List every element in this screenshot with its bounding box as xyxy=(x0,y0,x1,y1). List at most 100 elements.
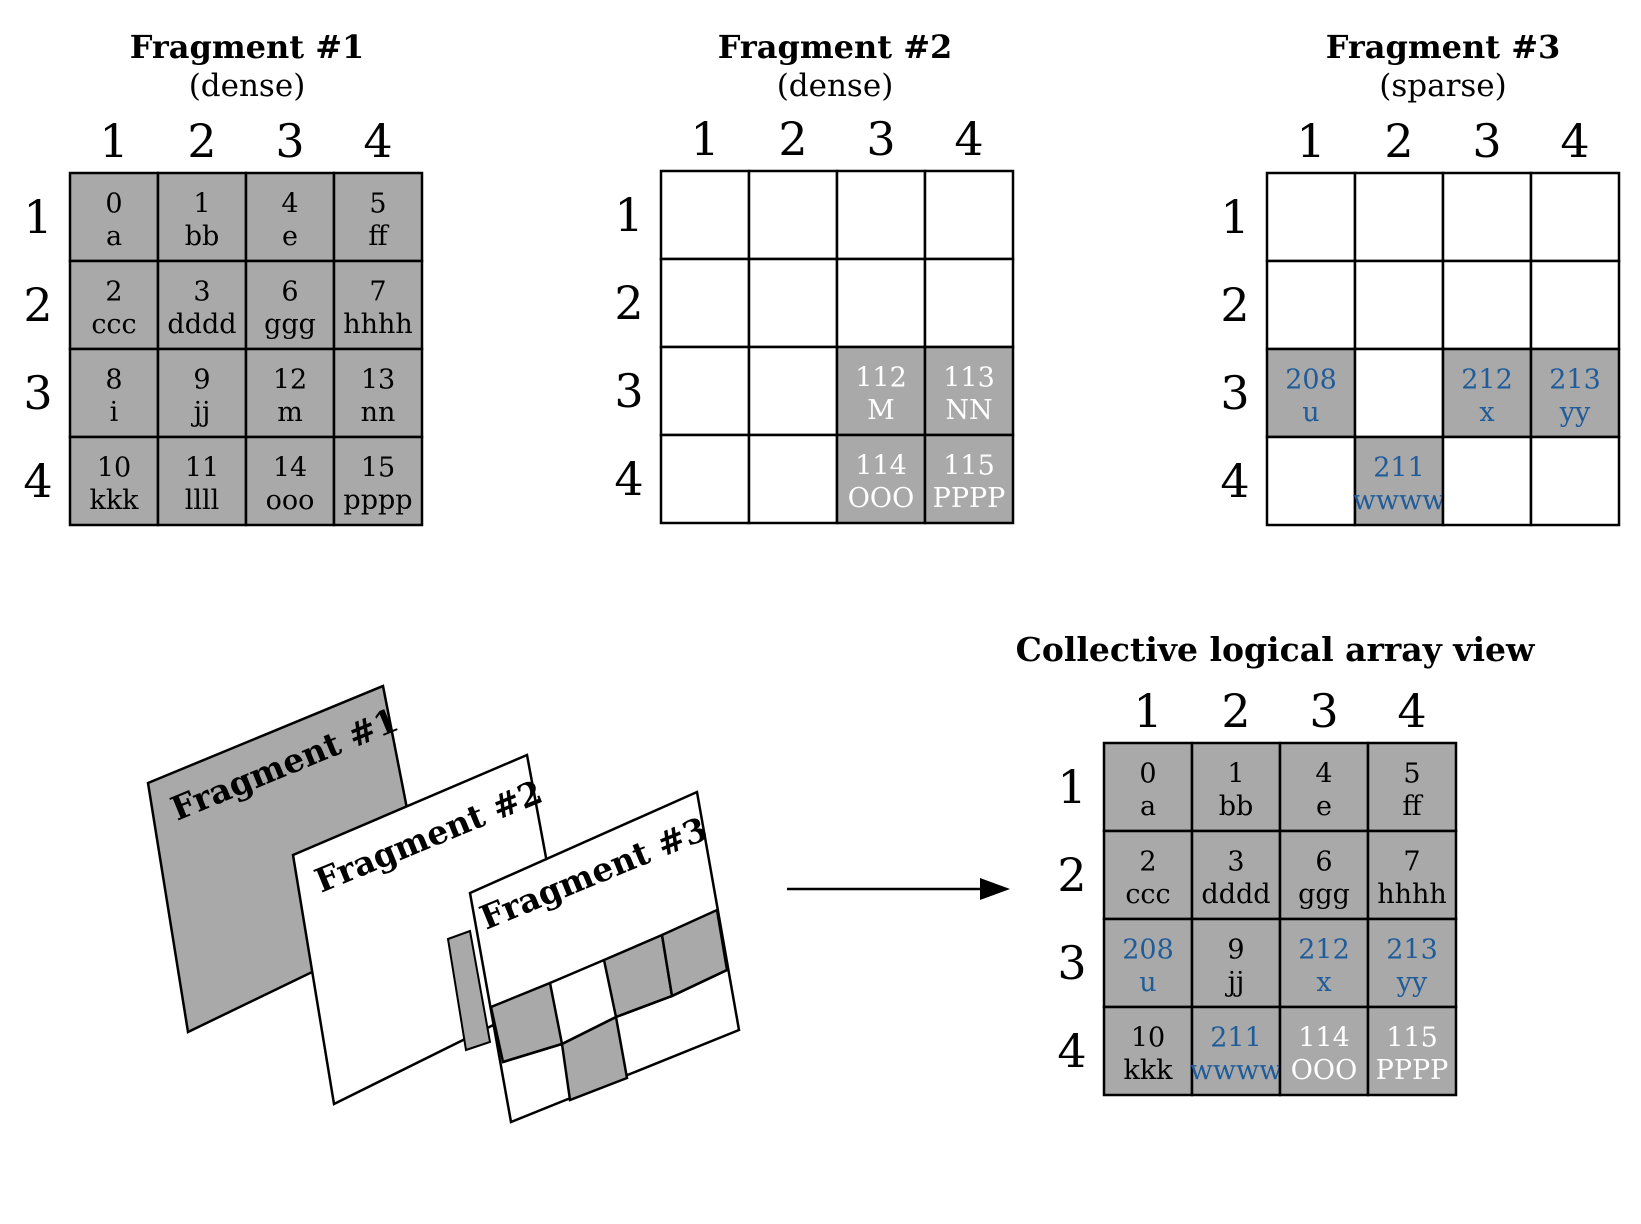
fragment-1-cell-attr: llll xyxy=(185,485,220,516)
fragment-1-cell-attr: bb xyxy=(185,221,220,252)
fragment-3-cell-empty xyxy=(1353,259,1445,351)
fragment-3-cell-empty xyxy=(1353,171,1445,263)
collective-cell-attr: bb xyxy=(1219,791,1254,822)
fragment-1-cell-value: 3 xyxy=(193,277,210,308)
fragment-3-col-label: 3 xyxy=(1472,114,1501,168)
fragment-1-col-label: 4 xyxy=(363,114,392,168)
collective-view-title: Collective logical array view xyxy=(1016,630,1536,669)
fragment-3-col-label: 2 xyxy=(1384,114,1413,168)
fragment-2-cell-value: 113 xyxy=(943,363,995,394)
fragment-2-row-label: 2 xyxy=(614,276,643,330)
fragment-1-row-label: 3 xyxy=(23,366,52,420)
fragment-3-cell-value: 212 xyxy=(1461,365,1513,396)
fragment-1-cell-attr: pppp xyxy=(343,485,412,516)
collective-cell-filled xyxy=(1366,829,1458,921)
collective-cell-filled xyxy=(1366,741,1458,833)
collective-row-label: 1 xyxy=(1057,760,1086,814)
fragment-1-title: Fragment #1 xyxy=(130,28,365,66)
fragment-3-cell-empty xyxy=(1265,259,1357,351)
collective-cell-attr: yy xyxy=(1396,967,1428,998)
collective-cell-attr: e xyxy=(1316,791,1332,822)
fragment-1-cell-value: 1 xyxy=(193,189,210,220)
fragment-2-title: Fragment #2 xyxy=(718,28,953,66)
fragment-2-cell-filled xyxy=(923,433,1015,525)
fragment-2-cell-filled xyxy=(923,345,1015,437)
collective-col-label: 2 xyxy=(1221,684,1250,738)
fragment-1-cell-attr: ooo xyxy=(266,485,315,516)
collective-cell-attr: x xyxy=(1316,967,1331,998)
fragment-1-cell-filled xyxy=(156,435,248,527)
fragment-1-cell-value: 9 xyxy=(193,365,210,396)
collective-grid: 1 2 3 412340a1bb4e5ff2ccc3dddd6ggg7hhhh208u… xyxy=(1057,684,1458,1097)
fragment-2-row-label: 4 xyxy=(614,452,643,506)
fragment-1-cell-value: 12 xyxy=(273,365,307,396)
fragment-2-cell-attr: OOO xyxy=(848,483,914,514)
collective-cell-value: 6 xyxy=(1315,847,1332,878)
fragment-2-col-label: 2 xyxy=(778,112,807,166)
fragment-2-col-label: 3 xyxy=(866,112,895,166)
fragment-2-row-label: 1 xyxy=(614,188,643,242)
collective-cell-value: 114 xyxy=(1298,1023,1350,1054)
fragment-3-col-label: 4 xyxy=(1560,114,1589,168)
fragment-1-cell-attr: a xyxy=(106,221,122,252)
fragment-3-cell-filled xyxy=(1441,347,1533,439)
fragment-1-cell-attr: nn xyxy=(361,397,396,428)
collective-cell-value: 2 xyxy=(1139,847,1156,878)
fragment-2-cell-empty xyxy=(747,169,839,261)
fragment-1-cell-value: 4 xyxy=(281,189,298,220)
fragment-3-cell-value: 208 xyxy=(1285,365,1337,396)
collective-cell-filled xyxy=(1190,829,1282,921)
fragment-3-row-label: 1 xyxy=(1220,190,1249,244)
stack-sheet-2-cells xyxy=(446,929,492,1052)
fragment-1-cell-attr: hhhh xyxy=(343,309,413,340)
fragment-1-cell-filled xyxy=(156,259,248,351)
fragment-1-cell-attr: i xyxy=(110,397,119,428)
fragment-1-cell-value: 8 xyxy=(105,365,122,396)
fragment-2-cell-filled xyxy=(835,433,927,525)
fragment-3-row-label: 2 xyxy=(1220,278,1249,332)
fragment-1-cell-attr: e xyxy=(282,221,298,252)
collective-cell-attr: jj xyxy=(1225,967,1245,998)
collective-cell-value: 4 xyxy=(1315,759,1332,790)
arrow-head xyxy=(980,878,1010,900)
fragment-3-cell-attr: x xyxy=(1479,397,1494,428)
collective-cell-attr: ff xyxy=(1402,791,1423,822)
collective-cell-attr: a xyxy=(1140,791,1156,822)
fragment-1-cell-filled xyxy=(156,347,248,439)
stack-sheet-3-gridline xyxy=(502,968,728,1064)
fragment-1-cell-attr: ff xyxy=(368,221,389,252)
fragment-1-cell-filled xyxy=(156,171,248,263)
collective-cell-value: 0 xyxy=(1139,759,1156,790)
fragment-1-cell-attr: m xyxy=(277,397,303,428)
collective-cell-value: 115 xyxy=(1386,1023,1438,1054)
fragment-1-cell-filled xyxy=(332,259,424,351)
fragment-3-cell-attr: yy xyxy=(1559,397,1591,428)
fragment-1-row-label: 2 xyxy=(23,278,52,332)
fragment-1-cell-value: 10 xyxy=(97,453,131,484)
fragment-2-cell-empty xyxy=(747,345,839,437)
fragment-2-cell-empty xyxy=(923,257,1015,349)
fragment-3-cell-empty xyxy=(1441,171,1533,263)
fragment-2-cell-value: 112 xyxy=(855,363,907,394)
collective-row-label: 3 xyxy=(1057,936,1086,990)
collective-cell-filled xyxy=(1190,1005,1282,1097)
fragment-1-cell-attr: jj xyxy=(191,397,211,428)
collective-cell-value: 212 xyxy=(1298,935,1350,966)
fragment-2-cell-value: 114 xyxy=(855,451,907,482)
fragment-3-cell-empty xyxy=(1441,435,1533,527)
fragment-1-cell-value: 14 xyxy=(273,453,307,484)
fragment-2-cell-empty xyxy=(659,433,751,525)
fragment-1-cell-filled xyxy=(68,171,160,263)
fragment-2-col-label: 4 xyxy=(954,112,983,166)
fragment-1-cell-value: 13 xyxy=(361,365,395,396)
fragment-2-cell-empty xyxy=(659,257,751,349)
fragment-stack-illustration: Fragment #1 Fragment #2 Fragment #3 xyxy=(146,684,741,1124)
collective-cell-value: 213 xyxy=(1386,935,1438,966)
collective-cell-attr: ccc xyxy=(1125,879,1170,910)
fragment-2-cell-filled xyxy=(835,345,927,437)
fragment-1-cell-value: 2 xyxy=(105,277,122,308)
fragment-2-col-label: 1 xyxy=(690,112,719,166)
